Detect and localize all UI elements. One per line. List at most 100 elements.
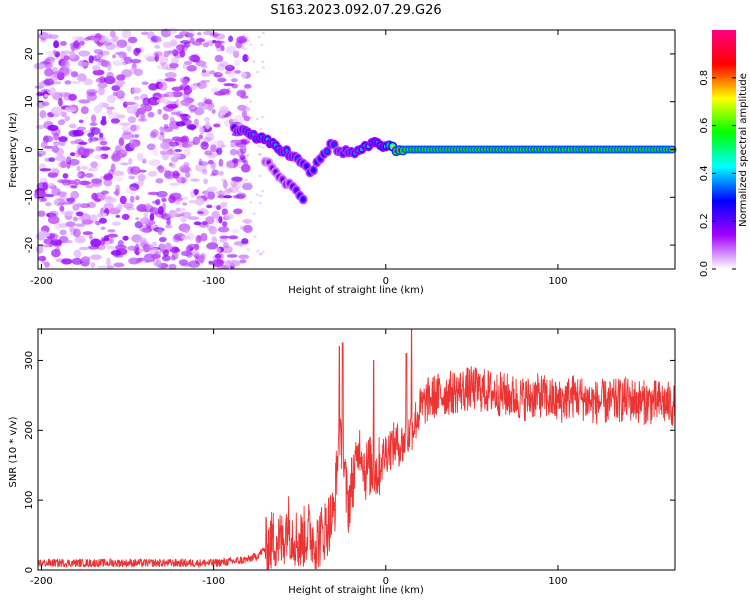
noise-blob — [104, 197, 117, 204]
noise-blob — [48, 236, 55, 240]
noise-blob — [115, 176, 123, 182]
noise-blob — [261, 60, 265, 64]
noise-blob — [243, 154, 247, 157]
noise-blob — [238, 163, 242, 166]
noise-blob — [246, 248, 250, 251]
noise-blob — [211, 236, 218, 245]
noise-blob — [242, 218, 253, 224]
ridge-core — [325, 149, 330, 154]
noise-blob — [147, 191, 160, 196]
noise-blob — [170, 57, 179, 64]
noise-blob — [258, 153, 262, 156]
noise-blob — [88, 214, 98, 223]
noise-blob — [66, 156, 72, 165]
noise-blob — [134, 221, 143, 229]
spectrogram-x-label: Height of straight line (km) — [288, 285, 424, 296]
noise-blob — [147, 96, 160, 106]
noise-blob — [243, 84, 252, 89]
noise-blob — [144, 104, 153, 112]
noise-blob — [253, 235, 257, 238]
noise-blob — [57, 68, 63, 75]
noise-blob — [44, 193, 55, 198]
noise-blob — [72, 216, 78, 222]
noise-blob — [90, 238, 102, 247]
noise-blob — [187, 56, 192, 60]
noise-blob — [237, 104, 247, 111]
noise-blob — [158, 82, 168, 91]
noise-blob — [225, 46, 237, 54]
noise-blob — [58, 97, 63, 107]
noise-blob — [159, 249, 171, 254]
noise-blob — [42, 135, 54, 143]
snr-line — [37, 328, 676, 570]
noise-blob — [220, 201, 228, 208]
noise-blob — [118, 137, 125, 147]
noise-blob — [63, 239, 73, 244]
noise-blob — [197, 32, 202, 36]
noise-blob — [205, 243, 218, 250]
noise-blob — [114, 254, 124, 258]
noise-blob — [214, 253, 222, 259]
noise-blob — [193, 188, 199, 195]
noise-blob — [162, 41, 173, 48]
spectrogram-ridges — [229, 122, 677, 205]
noise-blob — [146, 143, 156, 151]
noise-blob — [129, 183, 140, 191]
noise-blob — [115, 214, 121, 218]
noise-blob — [48, 56, 60, 61]
noise-blob — [101, 212, 108, 217]
noise-blob — [149, 159, 161, 167]
noise-blob — [157, 167, 167, 173]
noise-blob — [123, 202, 134, 209]
noise-blob — [228, 71, 235, 79]
noise-blob — [44, 68, 54, 77]
noise-blob — [107, 229, 116, 233]
noise-blob — [111, 154, 121, 162]
noise-blob — [211, 169, 219, 176]
noise-blob — [261, 251, 265, 254]
noise-blob — [68, 129, 80, 138]
noise-blob — [204, 98, 213, 105]
noise-blob — [68, 123, 77, 129]
noise-blob — [81, 256, 91, 263]
ridge-core — [332, 142, 336, 147]
noise-blob — [199, 254, 205, 264]
noise-blob — [259, 253, 263, 256]
noise-blob — [51, 187, 61, 197]
ridge-core — [301, 197, 305, 202]
noise-blob — [162, 113, 169, 121]
noise-blob — [103, 202, 115, 211]
noise-blob — [208, 260, 213, 265]
noise-blob — [88, 234, 93, 240]
noise-blob — [99, 146, 111, 151]
noise-blob — [168, 141, 180, 147]
noise-blob — [70, 71, 79, 78]
noise-blob — [116, 39, 128, 48]
noise-blob — [118, 51, 127, 59]
noise-blob — [64, 115, 71, 122]
noise-blob — [85, 184, 94, 189]
noise-blob — [110, 118, 121, 124]
noise-blob — [242, 243, 246, 246]
noise-blob — [122, 235, 129, 241]
noise-blob — [44, 261, 50, 268]
spectrogram-noise — [33, 27, 266, 270]
noise-blob — [260, 146, 264, 149]
noise-blob — [106, 108, 113, 115]
noise-blob — [210, 87, 219, 94]
noise-blob — [226, 87, 231, 96]
noise-blob — [166, 219, 172, 226]
noise-blob — [155, 198, 161, 206]
noise-blob — [55, 155, 66, 162]
noise-blob — [142, 97, 151, 106]
noise-blob — [121, 213, 130, 221]
noise-blob — [121, 132, 134, 140]
noise-blob — [259, 127, 263, 131]
noise-blob — [111, 85, 121, 92]
noise-blob — [88, 55, 94, 64]
ridge-core — [284, 148, 289, 153]
noise-blob — [213, 90, 226, 96]
noise-blob — [216, 247, 222, 253]
noise-blob — [183, 148, 192, 157]
